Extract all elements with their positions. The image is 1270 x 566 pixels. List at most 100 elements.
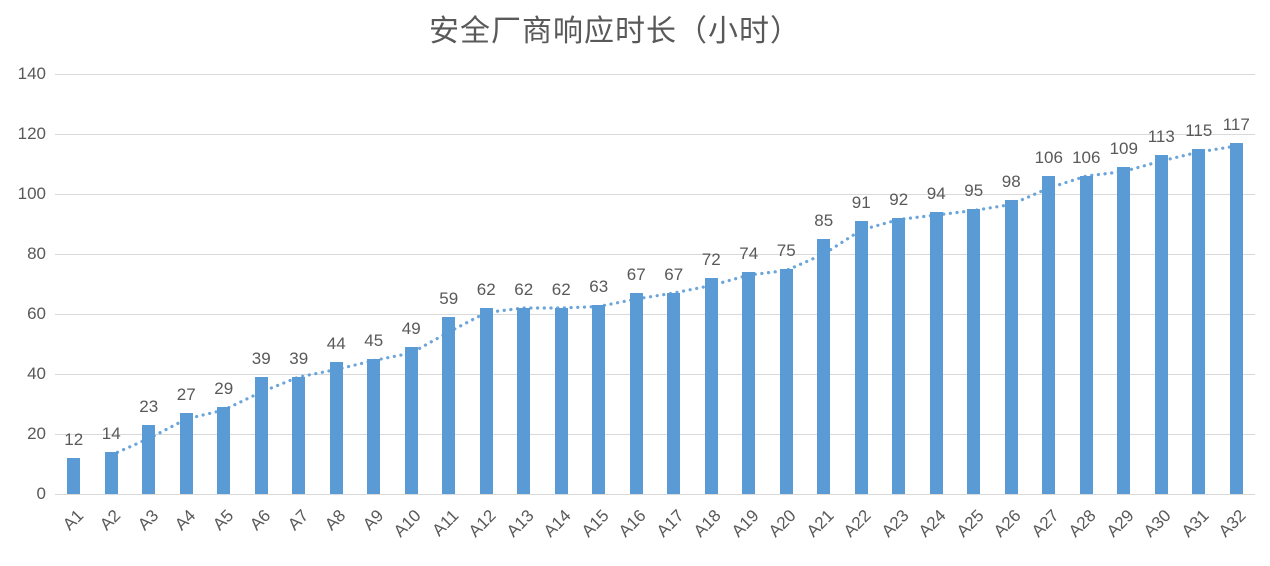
bar-A27 xyxy=(1042,176,1056,494)
value-label: 63 xyxy=(589,277,609,296)
value-label: 98 xyxy=(1001,172,1021,191)
bars-container: 12 14 23 27 29 39 39 44 45 49 59 62 62 62 63 67 67 72 74 75… xyxy=(55,74,1255,494)
value-label: 92 xyxy=(889,190,909,209)
bar-A18 xyxy=(704,278,718,494)
bar-A23 xyxy=(892,218,906,494)
value-label: 45 xyxy=(364,331,384,350)
x-tick-label: A17 xyxy=(652,506,688,541)
x-tick-label: A23 xyxy=(877,506,913,541)
bar-A11 xyxy=(442,317,456,494)
value-label: 115 xyxy=(1185,121,1213,140)
x-axis-labels: A1 A2 A3 A4 A5 A6 A7 A8 A9 A10 A11 A12 A13 A14 A15 A16 A… xyxy=(55,502,1255,566)
bar-A20 xyxy=(779,269,793,494)
bar-A4 xyxy=(179,413,193,494)
value-label: 109 xyxy=(1109,139,1138,158)
bar-A32 xyxy=(1229,143,1243,494)
x-tick-label: A29 xyxy=(1102,506,1138,541)
bar-A1 xyxy=(67,458,81,494)
x-tick-label: A7 xyxy=(284,506,313,535)
bar-A3 xyxy=(142,425,156,494)
value-label: 72 xyxy=(701,250,721,269)
x-tick-label: A3 xyxy=(134,506,163,535)
value-label: 62 xyxy=(551,280,571,299)
value-label: 14 xyxy=(101,424,121,443)
bar-A31 xyxy=(1192,149,1206,494)
x-tick-label: A12 xyxy=(464,506,500,541)
bar-A8 xyxy=(329,362,343,494)
x-tick-label: A30 xyxy=(1139,506,1175,541)
gridline xyxy=(55,494,1255,495)
bar-A12 xyxy=(479,308,493,494)
value-label: 59 xyxy=(439,289,459,308)
x-tick-label: A21 xyxy=(802,506,838,541)
value-label: 95 xyxy=(964,181,984,200)
y-tick-label: 0 xyxy=(36,484,46,503)
y-tick-label: 60 xyxy=(27,304,46,323)
value-label: 91 xyxy=(851,193,871,212)
value-label: 23 xyxy=(139,397,159,416)
plot-area: 12 14 23 27 29 39 39 44 45 49 59 62 62 62 63 67 67 72 74 75… xyxy=(55,74,1255,495)
value-label: 27 xyxy=(176,385,196,404)
value-label: 94 xyxy=(926,184,946,203)
value-label: 29 xyxy=(214,379,234,398)
bar-A2 xyxy=(104,452,118,494)
bar-A25 xyxy=(967,209,981,494)
value-label: 62 xyxy=(476,280,496,299)
x-tick-label: A6 xyxy=(246,506,275,535)
x-tick-label: A32 xyxy=(1214,506,1250,541)
chart-title: 安全厂商响应时长（小时） xyxy=(429,14,801,49)
x-tick-label: A18 xyxy=(689,506,725,541)
value-label: 117 xyxy=(1222,115,1250,134)
y-tick-label: 20 xyxy=(27,424,46,443)
bar-A22 xyxy=(854,221,868,494)
y-tick-label: 120 xyxy=(17,124,46,143)
y-tick-label: 100 xyxy=(17,184,46,203)
x-tick-label: A8 xyxy=(321,506,350,535)
x-tick-label: A22 xyxy=(839,506,875,541)
value-label: 85 xyxy=(814,211,834,230)
value-label: 75 xyxy=(776,241,796,260)
x-tick-label: A16 xyxy=(614,506,650,541)
x-tick-label: A2 xyxy=(96,506,125,535)
x-tick-label: A19 xyxy=(727,506,763,541)
x-tick-label: A20 xyxy=(764,506,800,541)
x-tick-label: A27 xyxy=(1027,506,1063,541)
x-tick-label: A26 xyxy=(989,506,1025,541)
bar-A28 xyxy=(1079,176,1093,494)
x-tick-label: A25 xyxy=(952,506,988,541)
bar-A16 xyxy=(629,293,643,494)
bar-A29 xyxy=(1117,167,1131,494)
y-tick-label: 140 xyxy=(17,64,46,83)
bar-A15 xyxy=(592,305,606,494)
y-tick-label: 80 xyxy=(27,244,46,263)
bar-A5 xyxy=(217,407,231,494)
bar-A30 xyxy=(1154,155,1168,494)
value-label: 67 xyxy=(664,265,684,284)
value-label: 39 xyxy=(289,349,309,368)
x-tick-label: A10 xyxy=(389,506,425,541)
bar-A6 xyxy=(254,377,268,494)
bar-A14 xyxy=(554,308,568,494)
x-tick-label: A15 xyxy=(577,506,613,541)
bar-A17 xyxy=(667,293,681,494)
bar-A21 xyxy=(817,239,831,494)
value-label: 113 xyxy=(1147,127,1175,146)
x-tick-label: A4 xyxy=(171,506,200,535)
gridline xyxy=(55,74,1255,75)
x-tick-label: A24 xyxy=(914,506,950,541)
x-tick-label: A13 xyxy=(502,506,538,541)
bar-A13 xyxy=(517,308,531,494)
bar-A26 xyxy=(1004,200,1018,494)
y-axis-labels: 0 20 40 60 80 100 120 140 xyxy=(0,65,46,503)
value-label: 44 xyxy=(326,334,346,353)
value-label: 67 xyxy=(626,265,646,284)
value-label: 49 xyxy=(401,319,421,338)
x-tick-label: A14 xyxy=(539,506,575,541)
gridline xyxy=(55,134,1255,135)
y-tick-label: 40 xyxy=(27,364,46,383)
value-label: 39 xyxy=(251,349,271,368)
x-tick-label: A9 xyxy=(359,506,388,535)
bar-A24 xyxy=(929,212,943,494)
bar-A9 xyxy=(367,359,381,494)
